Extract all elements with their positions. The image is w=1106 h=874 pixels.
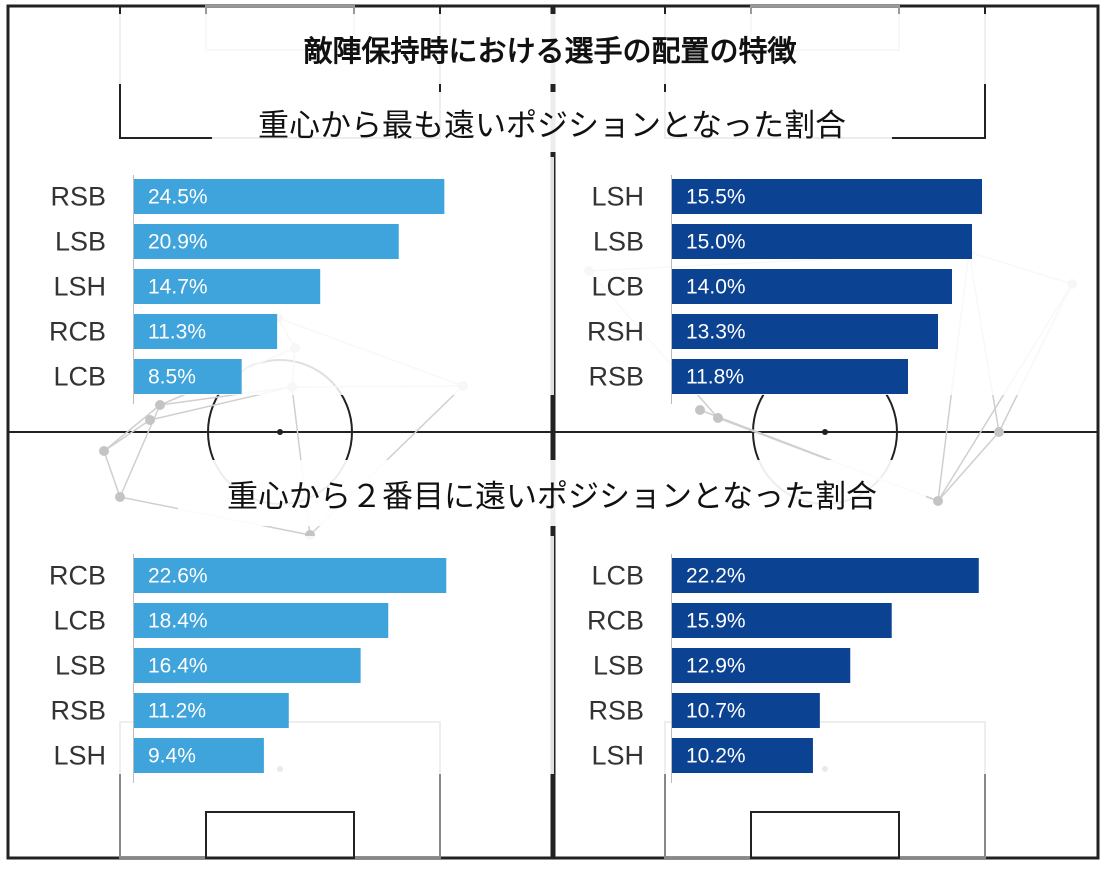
data-label: 11.3%: [148, 321, 206, 344]
bar: [134, 224, 399, 259]
bar: [134, 558, 447, 593]
network-edge: [103, 404, 161, 452]
network-node: [145, 415, 155, 425]
data-label: 22.2%: [686, 565, 746, 588]
tick-label: LSH: [53, 272, 106, 302]
center-spot-left: [277, 429, 283, 435]
bar: [672, 738, 813, 773]
tick-label: RCB: [587, 606, 644, 636]
tick-label: LCB: [591, 272, 644, 302]
title-band: 敵陣保持時における選手の配置の特徴: [18, 14, 1082, 84]
data-label: 15.0%: [686, 231, 746, 254]
subtitle-top: 重心から最も遠いポジションとなった割合: [257, 107, 847, 144]
tick-label: LSH: [591, 741, 644, 771]
chart-panel-bottom-right: LCB 22.2% RCB 15.9% LSB 12.9% RSB 10.7% LSH 10.2%: [584, 536, 1092, 783]
bar: [134, 738, 264, 773]
network-node: [713, 413, 723, 423]
data-label: 10.7%: [686, 700, 746, 723]
chart-panel-bottom-left: RCB 22.6% LCB 18.4% LSB 16.4% RSB 11.2% LSH 9.4%: [46, 536, 554, 783]
tick-label: LSH: [53, 741, 106, 771]
tick-label: RSB: [50, 696, 106, 726]
network-node: [933, 496, 943, 506]
tick-label: RSB: [588, 362, 644, 392]
tick-label: LSH: [591, 182, 644, 212]
network-node: [695, 405, 705, 415]
subtitle-top-band: 重心から最も遠いポジションとなった割合: [212, 92, 892, 152]
bar: [672, 558, 979, 593]
bar: [672, 269, 952, 304]
bar-chart-bottom-right: LCB 22.2% RCB 15.9% LSB 12.9% RSB 10.7% LSH 10.2%: [587, 554, 979, 783]
bar: [672, 359, 908, 394]
data-label: 13.3%: [686, 321, 746, 344]
bar-chart-bottom-left: RCB 22.6% LCB 18.4% LSB 16.4% RSB 11.2% LSH 9.4%: [49, 554, 447, 783]
tick-label: RCB: [49, 561, 106, 591]
bar: [672, 603, 892, 638]
data-label: 18.4%: [148, 610, 208, 633]
subtitle-bottom: 重心から２番目に遠いポジションとなった割合: [226, 478, 878, 515]
tick-label: LCB: [53, 606, 106, 636]
data-label: 11.8%: [686, 366, 744, 389]
tick-label: LSB: [593, 227, 644, 257]
network-edge: [937, 431, 1000, 502]
network-node: [99, 446, 109, 456]
bar: [672, 179, 982, 214]
bar: [672, 224, 972, 259]
subtitle-bottom-band: 重心から２番目に遠いポジションとなった割合: [178, 460, 926, 526]
data-label: 10.2%: [686, 745, 746, 768]
data-label: 24.5%: [148, 186, 208, 209]
tick-label: LSB: [55, 651, 106, 681]
data-label: 9.4%: [148, 745, 196, 768]
data-label: 15.9%: [686, 610, 746, 633]
tick-label: RSB: [50, 182, 106, 212]
data-label: 14.0%: [686, 276, 746, 299]
data-label: 14.7%: [148, 276, 208, 299]
network-node: [115, 492, 125, 502]
tick-label: LCB: [53, 362, 106, 392]
chart-panel-top-right: LSH 15.5% LSB 15.0% LCB 14.0% RSH 13.3% RSB 11.8%: [584, 157, 1092, 404]
bar: [134, 179, 445, 214]
network-edge: [103, 419, 151, 452]
tick-label: RSB: [588, 696, 644, 726]
bar: [134, 269, 321, 304]
data-label: 15.5%: [686, 186, 746, 209]
chart-title: 敵陣保持時における選手の配置の特徴: [303, 34, 797, 68]
data-label: 11.2%: [148, 700, 206, 723]
chart-panel-top-left: RSB 24.5% LSB 20.9% LSH 14.7% RCB 11.3% LCB 8.5%: [46, 157, 554, 404]
network-node: [994, 427, 1004, 437]
bar-chart-top-left: RSB 24.5% LSB 20.9% LSH 14.7% RCB 11.3% LCB 8.5%: [49, 175, 445, 404]
tick-label: LSB: [55, 227, 106, 257]
tick-label: RSH: [587, 317, 644, 347]
data-label: 12.9%: [686, 655, 746, 678]
center-spot-right: [822, 429, 828, 435]
tick-label: RCB: [49, 317, 106, 347]
bar: [672, 314, 938, 349]
data-label: 20.9%: [148, 231, 208, 254]
data-label: 22.6%: [148, 565, 208, 588]
network-node: [155, 400, 165, 410]
network-edge: [103, 450, 121, 498]
goal-area-bottom-right: [750, 811, 900, 859]
bar: [134, 314, 278, 349]
data-label: 8.5%: [148, 366, 196, 389]
bar: [134, 648, 361, 683]
bar: [672, 648, 851, 683]
tick-label: LSB: [593, 651, 644, 681]
goal-area-bottom-left: [205, 811, 355, 859]
tick-label: LCB: [591, 561, 644, 591]
bar: [672, 693, 820, 728]
bar: [134, 359, 242, 394]
bar: [134, 603, 389, 638]
bar-chart-top-right: LSH 15.5% LSB 15.0% LCB 14.0% RSH 13.3% RSB 11.8%: [587, 175, 982, 404]
data-label: 16.4%: [148, 655, 208, 678]
bar: [134, 693, 289, 728]
